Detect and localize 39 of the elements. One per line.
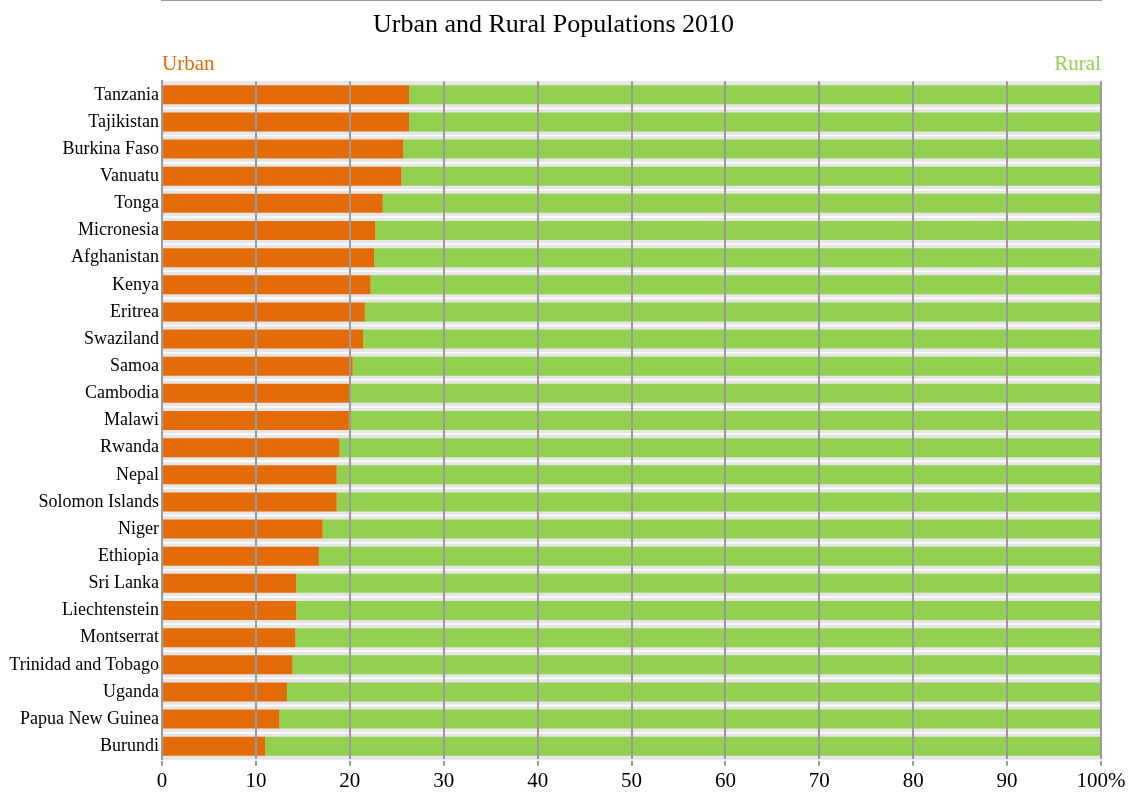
y-tick-label: Burkina Faso <box>62 137 160 158</box>
y-tick-label: Cambodia <box>85 382 160 403</box>
series-label: Urban <box>162 51 216 76</box>
y-tick-label: Swaziland <box>84 327 160 348</box>
y-tick-label: Uganda <box>103 680 160 701</box>
y-tick-label: Tajikistan <box>88 110 160 131</box>
y-tick-label: Malawi <box>104 409 160 430</box>
x-tick-label: 30 <box>433 767 455 792</box>
x-tick-label: 80 <box>902 767 924 792</box>
y-tick-label: Samoa <box>110 354 160 375</box>
x-tick-label: 70 <box>808 767 830 792</box>
y-tick-label: Burundi <box>100 734 160 755</box>
x-tick-label: 60 <box>714 767 736 792</box>
y-tick-label: Papua New Guinea <box>20 707 160 728</box>
x-tick-label: 0 <box>156 767 168 792</box>
y-tick-label: Ethiopia <box>98 544 160 565</box>
y-tick-label: Trinidad and Tobago <box>9 653 160 674</box>
y-tick-label: Afghanistan <box>71 246 160 267</box>
y-tick-label: Niger <box>118 517 160 538</box>
y-tick-label: Nepal <box>116 463 160 484</box>
x-tick-label: 90 <box>996 767 1018 792</box>
x-tick-label: 10 <box>245 767 267 792</box>
y-tick-label: Solomon Islands <box>38 490 160 511</box>
x-tick-label: 20 <box>339 767 361 792</box>
y-tick-label: Kenya <box>112 273 160 294</box>
x-tick-label: 40 <box>527 767 549 792</box>
x-tick-label: 100% <box>1076 767 1126 792</box>
y-tick-label: Liechtenstein <box>62 599 160 620</box>
y-tick-label: Montserrat <box>80 626 160 647</box>
x-tick-label: 50 <box>621 767 643 792</box>
y-tick-label: Rwanda <box>100 436 160 457</box>
series-label: Rural <box>1054 51 1102 76</box>
y-tick-label: Tanzania <box>94 83 160 104</box>
y-tick-label: Micronesia <box>78 219 160 240</box>
y-tick-label: Eritrea <box>110 300 160 321</box>
y-tick-label: Tonga <box>114 192 160 213</box>
y-tick-label: Sri Lanka <box>88 572 160 593</box>
chart-title: Urban and Rural Populations 2010 <box>372 9 735 39</box>
y-tick-label: Vanuatu <box>100 164 160 185</box>
